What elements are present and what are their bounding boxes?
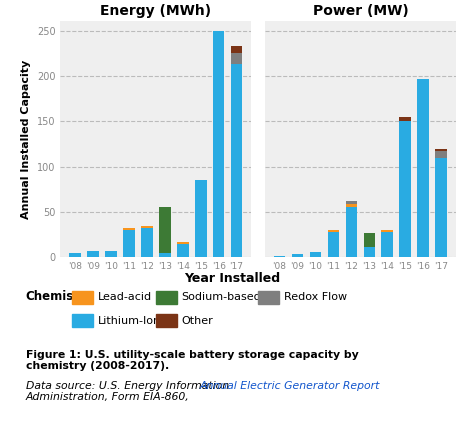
Y-axis label: Annual Installed Capacity: Annual Installed Capacity [21,60,32,219]
Title: Energy (MWh): Energy (MWh) [100,3,211,18]
Text: Chemistry: Chemistry [26,290,93,302]
Bar [328,232,339,257]
Text: Year Installed: Year Installed [185,272,280,285]
Bar [123,230,135,257]
Bar [345,201,357,204]
Bar [399,121,411,257]
Bar [435,151,447,157]
Bar [345,204,357,208]
Bar [381,232,393,257]
Bar [345,208,357,257]
Title: Power (MW): Power (MW) [312,3,408,18]
Bar [159,208,171,253]
Bar [435,157,447,257]
Text: Data source: U.S. Energy Information
Administration, Form EIA-860,: Data source: U.S. Energy Information Adm… [26,381,229,402]
Text: Annual Electric Generator Report: Annual Electric Generator Report [200,381,380,390]
Bar [328,230,339,232]
Bar [231,64,242,257]
Bar [159,253,171,257]
Text: Lead-acid: Lead-acid [98,292,152,302]
Bar [87,251,99,257]
Bar [231,53,242,64]
Bar [292,254,303,257]
Bar [399,117,411,121]
Bar [177,242,188,244]
Bar [177,244,188,257]
Bar [364,247,375,257]
Text: Figure 1: U.S. utility-scale battery storage capacity by
chemistry (2008-2017).: Figure 1: U.S. utility-scale battery sto… [26,350,359,371]
Bar [231,46,242,53]
Bar [381,230,393,232]
Text: Sodium-based: Sodium-based [181,292,261,302]
Bar [364,233,375,247]
Bar [141,228,153,257]
Bar [123,228,135,230]
Bar [141,226,153,228]
Bar [69,253,81,257]
Bar [310,252,321,257]
Bar [105,251,117,257]
Text: Redox Flow: Redox Flow [284,292,347,302]
Bar [418,79,429,257]
Text: Lithium-Ion: Lithium-Ion [98,316,161,326]
Bar [435,149,447,151]
Bar [195,180,206,257]
Text: Other: Other [181,316,213,326]
Bar [213,30,225,257]
